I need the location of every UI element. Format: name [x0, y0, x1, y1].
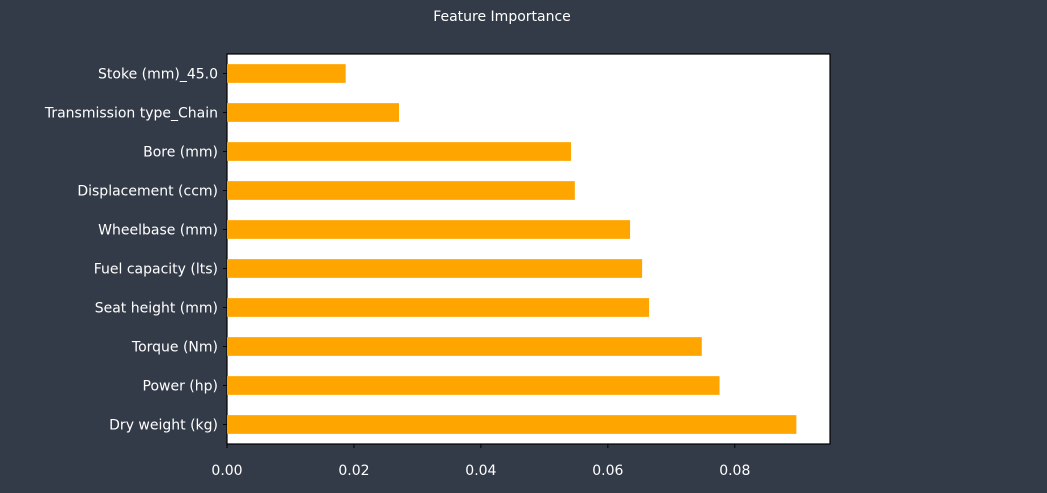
y-tick-label: Fuel capacity (lts): [94, 262, 218, 278]
bar: [227, 415, 797, 434]
x-tick-labels: 0.00 0.02 0.04 0.06 0.08: [211, 444, 750, 479]
bar: [227, 376, 720, 395]
bar: [227, 181, 575, 200]
bar: [227, 259, 643, 278]
bar: [227, 298, 650, 317]
x-tick-label: 0.04: [465, 463, 496, 479]
x-tick-label: 0.02: [338, 463, 369, 479]
y-tick-label: Transmission type_Chain: [44, 106, 218, 122]
bar: [227, 220, 631, 239]
bar: [227, 337, 702, 356]
x-tick-label: 0.06: [592, 463, 623, 479]
y-tick-labels: Stoke (mm)_45.0 Transmission type_Chain Bo…: [44, 67, 227, 434]
y-tick-label: Stoke (mm)_45.0: [98, 67, 218, 83]
y-tick-label: Dry weight (kg): [109, 418, 218, 434]
x-tick-label: 0.00: [211, 463, 242, 479]
bars-layer: [227, 64, 797, 434]
y-tick-label: Bore (mm): [143, 145, 218, 161]
y-tick-label: Power (hp): [143, 379, 218, 395]
bar: [227, 103, 400, 122]
bar: [227, 142, 572, 161]
x-tick-label: 0.08: [719, 463, 750, 479]
y-tick-label: Seat height (mm): [95, 301, 218, 317]
y-tick-label: Wheelbase (mm): [98, 223, 218, 239]
y-tick-label: Displacement (ccm): [77, 184, 218, 200]
y-tick-label: Torque (Nm): [131, 340, 218, 356]
bar: [227, 64, 346, 83]
chart-title: Feature Importance: [433, 9, 571, 25]
